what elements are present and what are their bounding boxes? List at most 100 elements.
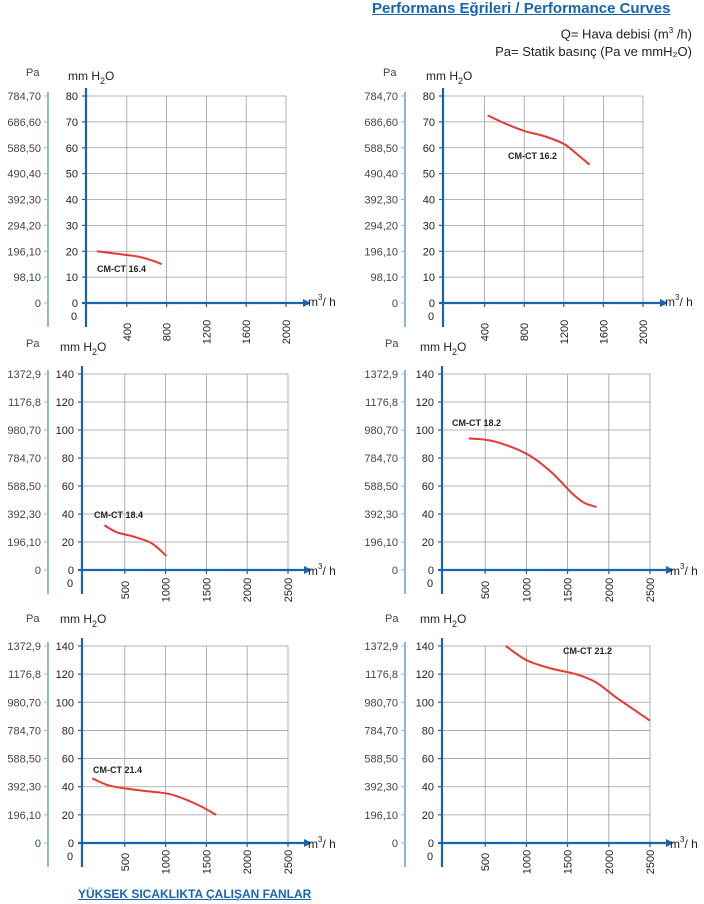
- x-tick-label: 1200: [559, 320, 571, 344]
- flow-unit-main: m: [308, 837, 318, 851]
- flow-unit-label: m3/ h: [670, 835, 698, 851]
- pa-tick-label: 980,70: [364, 425, 398, 437]
- y-tick-label: 80: [62, 725, 74, 737]
- x-tick-label: 500: [480, 581, 492, 599]
- pa-tick-label: 980,70: [364, 697, 398, 709]
- flow-unit-label: m3/ h: [665, 293, 693, 309]
- pa-axis-title: Pa: [26, 338, 40, 350]
- y-tick-label: 60: [62, 754, 74, 766]
- flow-unit-sup: 3: [318, 835, 323, 844]
- x-tick-label: 1600: [241, 320, 253, 344]
- flow-unit-label: m3/ h: [670, 562, 698, 578]
- y-tick-label: 30: [66, 220, 78, 232]
- flow-unit-main: m: [308, 564, 318, 578]
- y-tick-label: 20: [422, 537, 434, 549]
- y-tick-label: 20: [62, 537, 74, 549]
- pa-tick-label: 392,30: [7, 782, 41, 794]
- pa-tick-label: 196,10: [364, 537, 398, 549]
- x-tick-label: 1500: [201, 850, 213, 874]
- y-tick-label: 140: [416, 641, 434, 653]
- curve-label: CM-CT 21.2: [563, 646, 612, 656]
- y-tick-label: 140: [56, 641, 74, 653]
- flow-unit-main: m: [670, 837, 680, 851]
- pa-tick-label: 0: [392, 838, 398, 850]
- mm-axis-title-o: O: [97, 340, 106, 354]
- x-tick-label: 2500: [283, 850, 295, 874]
- flow-unit-main: m: [308, 295, 318, 309]
- flow-unit-sup: 3: [318, 293, 323, 302]
- x-tick-label: 1200: [201, 320, 213, 344]
- mm-axis-title-sub: 2: [452, 619, 457, 629]
- performance-curve: [103, 524, 168, 557]
- x-tick-label: 1000: [521, 578, 533, 602]
- x-axis-arrow: [666, 566, 674, 574]
- pa-tick-label: 196,10: [7, 246, 41, 258]
- pa-tick-label: 392,30: [364, 782, 398, 794]
- y-tick-label: 80: [66, 91, 78, 103]
- curve-label: CM-CT 21.4: [93, 765, 142, 775]
- pa-tick-label: 1372,9: [364, 641, 398, 653]
- x-tick-label: 500: [480, 853, 492, 871]
- y-tick-label: 50: [423, 169, 435, 181]
- x-tick-label: 800: [519, 323, 531, 341]
- x-tick-label: 2000: [638, 320, 650, 344]
- x-tick-label: 1000: [521, 850, 533, 874]
- y-tick-label: 10: [66, 272, 78, 284]
- pa-tick-label: 588,50: [7, 481, 41, 493]
- mm-axis-title-main: mm H: [426, 69, 458, 83]
- y-tick-label: 50: [66, 169, 78, 181]
- pa-tick-label: 98,10: [13, 272, 41, 284]
- y-tick-label: 40: [62, 509, 74, 521]
- mm-axis-title-o: O: [97, 612, 106, 626]
- x-tick-label: 1500: [201, 578, 213, 602]
- curve-label: CM-CT 18.4: [94, 510, 143, 520]
- y-tick-label: 0: [68, 565, 74, 577]
- flow-unit-sup: 3: [318, 562, 323, 571]
- flow-unit-sup: 3: [680, 562, 685, 571]
- mm-axis-title: mm H2O: [426, 69, 472, 86]
- pa-tick-label: 1372,9: [364, 369, 398, 381]
- y-tick-label: 60: [423, 143, 435, 155]
- y-tick-label: 60: [62, 481, 74, 493]
- y-tick-label: 60: [422, 481, 434, 493]
- mm-axis-title-o: O: [463, 69, 472, 83]
- flow-unit-sup: 3: [675, 293, 680, 302]
- pa-tick-label: 1176,8: [8, 397, 41, 409]
- x-tick-label: 500: [120, 853, 132, 871]
- flow-legend-suffix: /h): [673, 26, 692, 42]
- pa-tick-label: 588,50: [364, 143, 398, 155]
- y-tick-label: 70: [423, 117, 435, 129]
- x-axis-arrow: [304, 839, 312, 847]
- pa-tick-label: 294,20: [7, 220, 41, 232]
- flow-unit-suffix: / h: [684, 837, 697, 851]
- y-tick-label: 140: [416, 369, 434, 381]
- y-tick-label: 80: [62, 453, 74, 465]
- pa-tick-label: 392,30: [7, 509, 41, 521]
- y-tick-label: 60: [422, 754, 434, 766]
- footer-link[interactable]: YÜKSEK SICAKLIKTA ÇALIŞAN FANLAR: [78, 887, 312, 901]
- y-tick-label: 10: [423, 272, 435, 284]
- flow-unit-label: m3/ h: [308, 293, 336, 309]
- pa-tick-label: 392,30: [364, 509, 398, 521]
- flow-unit-suffix: / h: [322, 837, 335, 851]
- x-axis-arrow: [304, 566, 312, 574]
- y-tick-label: 20: [62, 810, 74, 822]
- y-tick-label: 20: [423, 246, 435, 258]
- mm-axis-title-main: mm H: [420, 612, 452, 626]
- x-tick-label: 2000: [604, 578, 616, 602]
- pa-axis-title: Pa: [385, 338, 399, 350]
- mm-axis-title: mm H2O: [420, 612, 466, 629]
- pa-tick-label: 980,70: [7, 425, 41, 437]
- x-tick-label: 0: [71, 311, 77, 323]
- pa-tick-label: 0: [35, 565, 41, 577]
- y-tick-label: 0: [68, 838, 74, 850]
- pa-tick-label: 588,50: [364, 754, 398, 766]
- mm-axis-title: mm H2O: [420, 340, 466, 357]
- x-tick-label: 1600: [598, 320, 610, 344]
- pa-tick-label: 1372,9: [7, 369, 41, 381]
- mm-axis-title-sub: 2: [452, 347, 457, 357]
- pa-tick-label: 686,60: [364, 117, 398, 129]
- x-tick-label: 2000: [604, 850, 616, 874]
- curve-label: CM-CT 16.2: [508, 151, 557, 161]
